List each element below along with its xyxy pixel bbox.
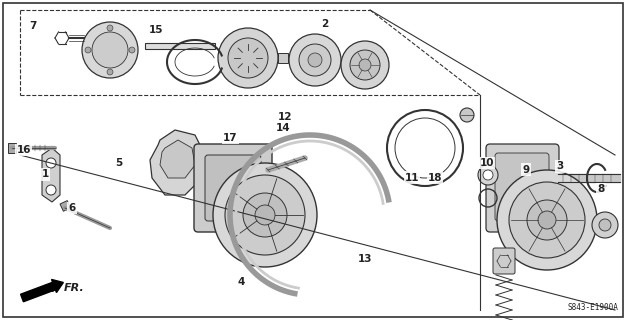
Circle shape [289, 34, 341, 86]
Circle shape [497, 170, 597, 270]
Circle shape [213, 163, 317, 267]
Circle shape [478, 165, 498, 185]
Polygon shape [42, 148, 60, 202]
Circle shape [538, 211, 556, 229]
Circle shape [85, 47, 91, 53]
Circle shape [599, 219, 611, 231]
FancyBboxPatch shape [523, 208, 539, 227]
Circle shape [129, 47, 135, 53]
Circle shape [509, 182, 585, 258]
Text: 7: 7 [29, 20, 36, 31]
Circle shape [350, 50, 380, 80]
Circle shape [483, 170, 493, 180]
Circle shape [359, 59, 371, 71]
Text: 15: 15 [149, 25, 164, 36]
Circle shape [225, 175, 305, 255]
Circle shape [592, 212, 618, 238]
Text: 10: 10 [480, 158, 495, 168]
Polygon shape [145, 43, 215, 49]
Text: 5: 5 [115, 158, 123, 168]
Text: S843-E1900A: S843-E1900A [567, 303, 618, 312]
Text: 1: 1 [42, 169, 49, 180]
Text: 8: 8 [597, 184, 605, 194]
Circle shape [107, 25, 113, 31]
Text: 18: 18 [428, 172, 443, 183]
Circle shape [299, 44, 331, 76]
Bar [60, 201, 71, 211]
Circle shape [218, 28, 278, 88]
Circle shape [527, 200, 567, 240]
Text: 16: 16 [16, 145, 31, 155]
Circle shape [341, 41, 389, 89]
Circle shape [460, 108, 474, 122]
Text: 9: 9 [522, 164, 530, 175]
Circle shape [308, 53, 322, 67]
FancyBboxPatch shape [495, 153, 549, 221]
Text: 14: 14 [275, 123, 290, 133]
Text: 6: 6 [68, 203, 76, 213]
Polygon shape [160, 140, 195, 178]
Text: 2: 2 [321, 19, 328, 29]
Circle shape [92, 32, 128, 68]
Circle shape [46, 185, 56, 195]
Circle shape [46, 158, 56, 168]
Text: 4: 4 [237, 276, 245, 287]
FancyBboxPatch shape [506, 208, 524, 232]
Text: 17: 17 [223, 132, 238, 143]
Circle shape [228, 38, 268, 78]
Text: 12: 12 [277, 112, 292, 122]
Bar [8, 143, 16, 153]
FancyBboxPatch shape [493, 248, 515, 274]
Circle shape [107, 69, 113, 75]
FancyBboxPatch shape [486, 144, 559, 232]
Circle shape [255, 205, 275, 225]
Circle shape [82, 22, 138, 78]
FancyBboxPatch shape [205, 155, 261, 221]
FancyArrow shape [21, 279, 63, 302]
FancyBboxPatch shape [194, 144, 272, 232]
Text: 13: 13 [357, 254, 372, 264]
Bar [278, 53, 288, 63]
Circle shape [243, 193, 287, 237]
Polygon shape [150, 130, 205, 195]
Text: 11: 11 [404, 172, 419, 183]
Text: 3: 3 [557, 161, 564, 172]
Text: FR.: FR. [64, 283, 85, 293]
